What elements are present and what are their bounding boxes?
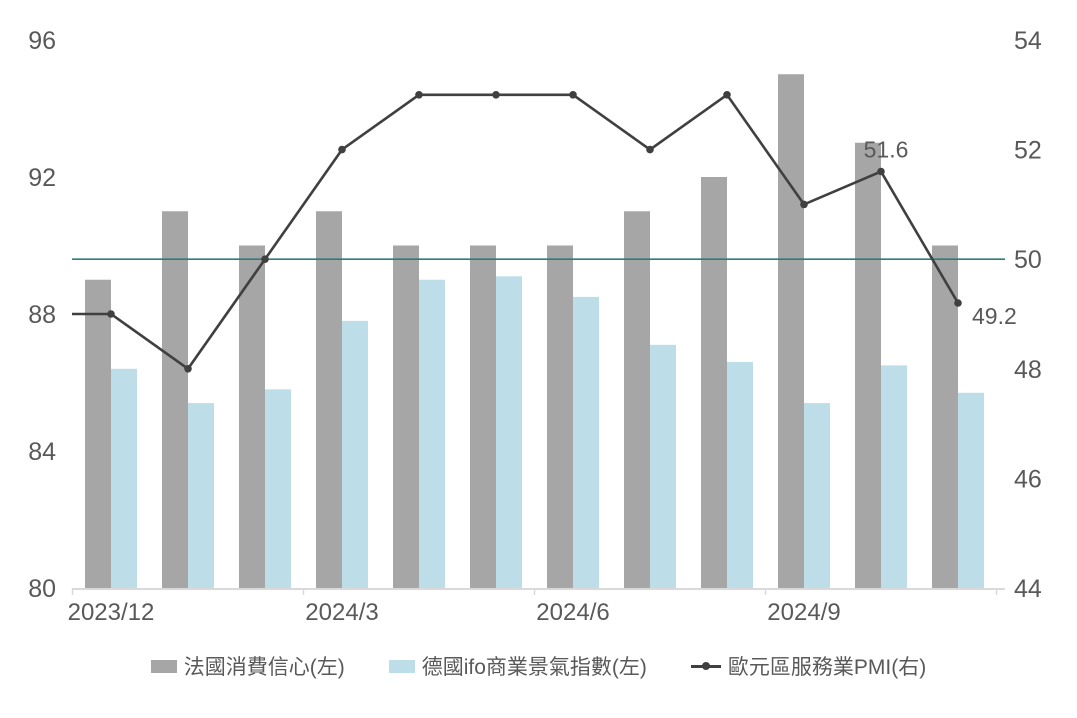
ifo-bar	[650, 344, 676, 588]
pmi-line-marker-swatch-icon	[690, 661, 721, 670]
left-axis-tick-label: 92	[28, 164, 56, 192]
legend-item-france: 法國消費信心(左)	[150, 651, 345, 681]
pmi-marker	[723, 91, 731, 99]
x-axis-tick-label: 2024/6	[536, 599, 609, 626]
legend-label-eurozone-pmi: 歐元區服務業PMI(右)	[727, 656, 927, 679]
legend-item-eurozone-pmi: 歐元區服務業PMI(右)	[690, 651, 927, 681]
pmi-marker-dot-icon	[701, 661, 710, 670]
ifo-bar	[573, 296, 599, 588]
right-axis-tick-label: 50	[1014, 246, 1042, 274]
france-bar	[701, 177, 727, 588]
pmi-marker	[261, 255, 269, 263]
left-axis-tick-label: 80	[28, 575, 56, 603]
right-axis-tick-label: 52	[1014, 137, 1042, 165]
pmi-marker	[800, 200, 808, 209]
ifo-bar	[958, 392, 984, 588]
ifo-bar	[496, 276, 522, 588]
x-axis-tick-label: 2023/12	[68, 599, 155, 626]
france-bar	[932, 245, 958, 588]
pmi-marker	[415, 91, 423, 99]
france-bar	[624, 211, 650, 588]
france-bar	[470, 245, 496, 588]
right-axis-tick-label: 54	[1014, 27, 1042, 55]
pmi-marker	[569, 91, 577, 99]
pmi-data-label: 51.6	[864, 137, 909, 163]
right-axis-tick-label: 48	[1014, 356, 1042, 384]
right-axis-tick-label: 46	[1014, 465, 1042, 493]
ifo-bar	[342, 320, 368, 588]
left-axis-tick-label: 88	[28, 301, 56, 329]
legend-label-france: 法國消費信心(左)	[183, 656, 345, 679]
pmi-marker	[107, 310, 115, 318]
ifo-bar	[419, 279, 445, 588]
france-bar	[855, 142, 881, 588]
pmi-marker	[492, 91, 500, 99]
right-axis-tick-label: 44	[1014, 575, 1042, 603]
x-axis-tick-label: 2024/3	[305, 599, 378, 626]
legend-label-germany-ifo: 德國ifo商業景氣指數(左)	[421, 656, 647, 679]
france-bar	[547, 245, 573, 588]
pmi-marker	[338, 145, 346, 154]
ifo-bar	[265, 389, 291, 588]
pmi-marker	[877, 167, 885, 176]
france-bar	[778, 74, 804, 588]
pmi-marker	[646, 145, 654, 154]
ifo-bar-swatch-icon	[388, 659, 415, 673]
france-bar	[162, 211, 188, 588]
legend-item-germany-ifo: 德國ifo商業景氣指數(左)	[388, 651, 647, 681]
france-bar	[316, 211, 342, 588]
france-bar-swatch-icon	[150, 659, 177, 673]
legend: 法國消費信心(左) 德國ifo商業景氣指數(左) 歐元區服務業PMI(右)	[0, 651, 1077, 681]
ifo-bar	[804, 403, 830, 588]
pmi-data-label: 49.2	[972, 303, 1017, 329]
france-bar	[239, 245, 265, 588]
pmi-marker	[954, 299, 962, 307]
left-axis-tick-label: 96	[28, 27, 56, 55]
x-axis-tick-label: 2024/9	[767, 599, 840, 626]
france-bar	[393, 245, 419, 588]
ifo-bar	[881, 365, 907, 588]
left-axis-tick-label: 84	[28, 438, 56, 466]
ifo-bar	[727, 361, 753, 588]
france-bar	[85, 279, 111, 588]
ifo-bar	[111, 368, 137, 588]
ifo-bar	[188, 403, 214, 588]
pmi-marker	[184, 365, 192, 373]
